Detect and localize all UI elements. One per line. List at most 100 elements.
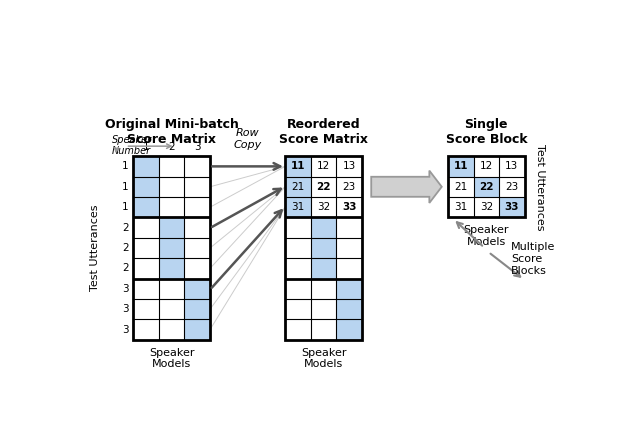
Bar xyxy=(336,197,362,217)
Text: Reordered
Score Matrix: Reordered Score Matrix xyxy=(279,118,368,146)
Bar xyxy=(448,156,525,217)
Text: 1: 1 xyxy=(122,182,128,192)
Text: 33: 33 xyxy=(342,202,356,212)
Text: 3: 3 xyxy=(122,284,128,294)
Bar xyxy=(474,156,499,177)
Text: 31: 31 xyxy=(291,202,304,212)
Text: Single
Score Block: Single Score Block xyxy=(446,118,527,146)
Bar xyxy=(285,279,311,299)
Text: 12: 12 xyxy=(480,162,493,172)
Text: Row
Copy: Row Copy xyxy=(234,128,262,150)
Text: 1: 1 xyxy=(122,162,128,172)
Bar xyxy=(159,258,185,279)
Bar xyxy=(133,238,159,258)
Bar xyxy=(285,156,311,177)
Bar xyxy=(448,156,474,177)
Bar xyxy=(159,197,185,217)
Bar xyxy=(336,238,362,258)
Bar xyxy=(133,279,159,299)
Text: 3: 3 xyxy=(122,304,128,314)
Bar xyxy=(336,156,362,177)
Bar xyxy=(185,156,210,177)
Bar xyxy=(285,197,311,217)
Bar xyxy=(499,177,525,197)
Text: 32: 32 xyxy=(480,202,493,212)
Text: Speaker
Models: Speaker Models xyxy=(149,347,195,369)
Bar xyxy=(133,177,159,197)
Text: 31: 31 xyxy=(454,202,467,212)
Bar xyxy=(311,258,336,279)
Bar xyxy=(185,177,210,197)
Bar xyxy=(285,319,311,340)
Bar xyxy=(285,156,362,340)
Bar xyxy=(185,217,210,238)
Text: 1: 1 xyxy=(143,142,149,152)
Bar xyxy=(133,299,159,319)
Bar xyxy=(285,299,311,319)
Bar xyxy=(311,279,336,299)
Text: 32: 32 xyxy=(317,202,330,212)
Text: Multiple
Score
Blocks: Multiple Score Blocks xyxy=(511,241,556,276)
Text: 33: 33 xyxy=(505,202,519,212)
Text: 21: 21 xyxy=(291,182,304,192)
Bar xyxy=(311,217,336,238)
Bar xyxy=(285,217,311,238)
Text: 23: 23 xyxy=(342,182,356,192)
Bar xyxy=(159,299,185,319)
Text: 13: 13 xyxy=(342,162,356,172)
Bar xyxy=(311,319,336,340)
Bar xyxy=(336,319,362,340)
Bar xyxy=(133,197,159,217)
Bar xyxy=(499,156,525,177)
Text: Test Utterances: Test Utterances xyxy=(89,205,100,291)
Text: Speaker
Models: Speaker Models xyxy=(464,225,509,247)
Bar xyxy=(159,238,185,258)
Text: Original Mini-batch
Score Matrix: Original Mini-batch Score Matrix xyxy=(105,118,239,146)
Text: 3: 3 xyxy=(194,142,200,152)
Bar xyxy=(474,177,499,197)
Bar xyxy=(336,299,362,319)
Text: 3: 3 xyxy=(122,324,128,335)
Text: 1: 1 xyxy=(122,202,128,212)
Bar xyxy=(285,177,311,197)
Bar xyxy=(159,217,185,238)
Text: 11: 11 xyxy=(453,162,468,172)
Text: 2: 2 xyxy=(122,264,128,273)
Polygon shape xyxy=(371,171,441,203)
Bar xyxy=(185,258,210,279)
Bar xyxy=(185,319,210,340)
Text: 2: 2 xyxy=(122,222,128,232)
Bar xyxy=(159,319,185,340)
Text: 2: 2 xyxy=(122,243,128,253)
Bar xyxy=(336,217,362,238)
Bar xyxy=(499,197,525,217)
Bar xyxy=(185,238,210,258)
Bar xyxy=(311,197,336,217)
Text: Test Utterances: Test Utterances xyxy=(535,143,545,230)
Bar xyxy=(159,279,185,299)
Bar xyxy=(185,279,210,299)
Bar xyxy=(133,156,159,177)
Text: 21: 21 xyxy=(454,182,467,192)
Bar xyxy=(133,319,159,340)
Bar xyxy=(311,156,336,177)
Bar xyxy=(159,177,185,197)
Bar xyxy=(185,197,210,217)
Text: 23: 23 xyxy=(505,182,518,192)
Text: 22: 22 xyxy=(479,182,494,192)
Bar xyxy=(336,177,362,197)
Bar xyxy=(336,279,362,299)
Bar xyxy=(133,156,210,340)
Bar xyxy=(448,177,474,197)
Bar xyxy=(133,258,159,279)
Bar xyxy=(448,197,474,217)
Bar xyxy=(311,238,336,258)
Bar xyxy=(311,299,336,319)
Bar xyxy=(336,258,362,279)
Text: 22: 22 xyxy=(316,182,331,192)
Bar xyxy=(185,299,210,319)
Text: 13: 13 xyxy=(505,162,518,172)
Bar xyxy=(133,217,159,238)
Text: 11: 11 xyxy=(291,162,305,172)
Text: Speaker
Number: Speaker Number xyxy=(112,135,152,156)
